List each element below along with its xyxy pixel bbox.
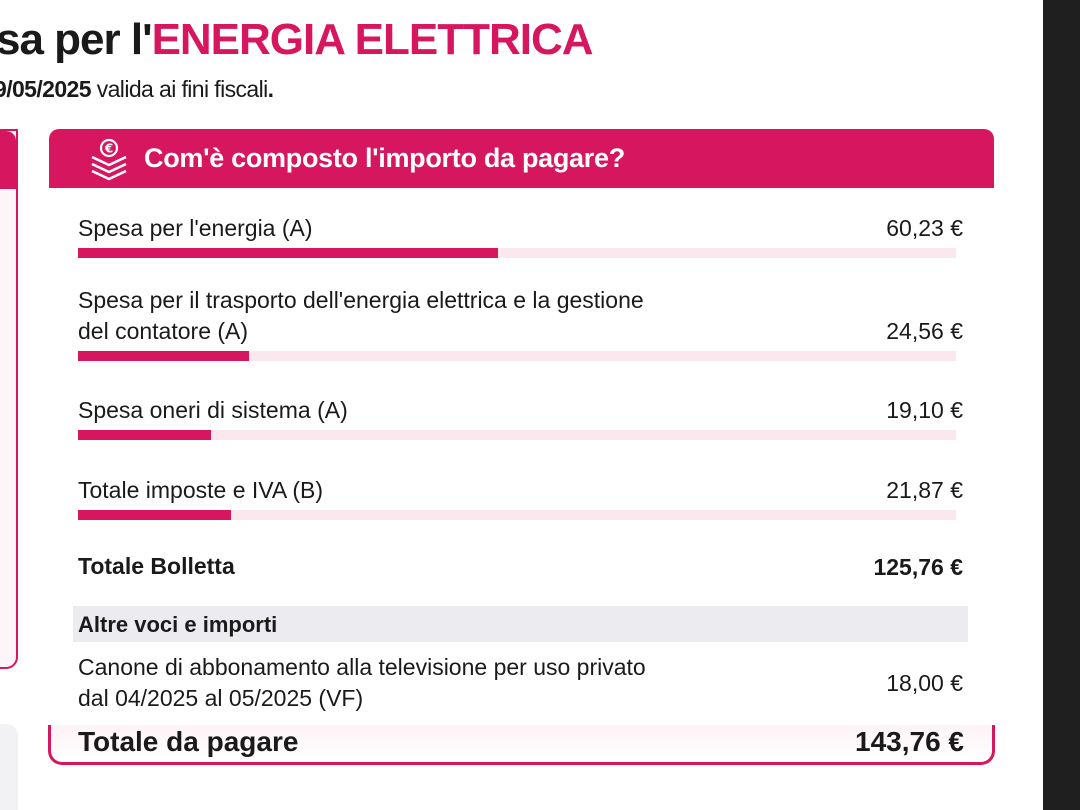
page-title: sa per l'ENERGIA ELETTRICA [0, 14, 594, 66]
row-label-oneri: Spesa oneri di sistema (A) [78, 397, 348, 423]
bar-fill-imposte [78, 510, 231, 520]
row-amount-trasporto: 24,56 € [886, 318, 963, 344]
altre-voci-label: Altre voci e importi [78, 612, 278, 637]
altre-voci-band: Altre voci e importi [73, 606, 968, 642]
card-title: Com'è composto l'importo da pagare? [144, 143, 625, 173]
euro-stack-icon: € [87, 137, 131, 181]
totale-bolletta-label: Totale Bolletta [78, 553, 235, 579]
importo-card: € Com'è composto l'importo da pagare? Sp… [48, 129, 995, 769]
left-card-lower-edge [0, 724, 18, 810]
left-card-edge [0, 129, 18, 669]
row-label-trasporto-line1: Spesa per il trasporto dell'energia elet… [78, 287, 644, 313]
row-label-trasporto-line2: del contatore (A) [78, 318, 249, 344]
bill-page: sa per l'ENERGIA ELETTRICA 9/05/2025 val… [0, 14, 995, 810]
bar-fill-trasporto [78, 351, 249, 361]
left-card-header [0, 131, 16, 189]
row-amount-oneri: 19,10 € [886, 397, 963, 423]
bar-track-oneri [78, 430, 956, 440]
bar-track-energia [78, 248, 956, 258]
subtitle-date: 9/05/2025 [0, 76, 92, 102]
totale-da-pagare-amount: 143,76 € [855, 726, 964, 757]
window-edge [1043, 0, 1080, 810]
subtitle-period: . [267, 76, 274, 102]
page-subtitle: 9/05/2025 valida ai fini fiscali. [0, 74, 274, 104]
bar-fill-oneri [78, 430, 211, 440]
svg-text:€: € [104, 142, 113, 156]
page-title-prefix: sa per l' [0, 15, 153, 64]
totale-da-pagare-label: Totale da pagare [78, 726, 299, 757]
row-amount-energia: 60,23 € [886, 215, 963, 241]
canone-label-line2: dal 04/2025 al 05/2025 (VF) [78, 685, 364, 711]
card-header: € Com'è composto l'importo da pagare? [49, 129, 994, 188]
bar-fill-energia [78, 248, 498, 258]
totale-bolletta-amount: 125,76 € [873, 554, 963, 580]
canone-label-line1: Canone di abbonamento alla televisione p… [78, 654, 646, 680]
row-amount-imposte: 21,87 € [886, 477, 963, 503]
bar-track-imposte [78, 510, 956, 520]
row-label-imposte: Totale imposte e IVA (B) [78, 477, 324, 503]
totale-da-pagare-box: Totale da pagare 143,76 € [48, 725, 995, 765]
bar-track-trasporto [78, 351, 956, 361]
subtitle-text: valida ai fini fiscali [90, 76, 268, 102]
row-label-energia: Spesa per l'energia (A) [78, 215, 313, 241]
page-title-accent: ENERGIA ELETTRICA [151, 15, 594, 64]
canone-amount: 18,00 € [886, 670, 963, 696]
